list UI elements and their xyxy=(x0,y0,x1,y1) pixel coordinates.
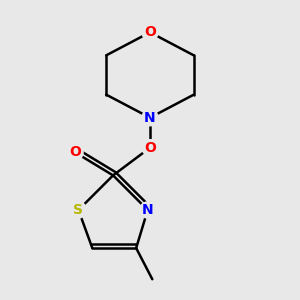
Circle shape xyxy=(142,24,158,40)
Circle shape xyxy=(142,140,158,156)
Circle shape xyxy=(140,202,156,218)
Text: O: O xyxy=(69,145,81,159)
Circle shape xyxy=(70,202,86,218)
Circle shape xyxy=(67,144,83,160)
Text: S: S xyxy=(74,203,83,217)
Text: O: O xyxy=(144,25,156,39)
Text: N: N xyxy=(144,111,156,125)
Text: N: N xyxy=(142,203,154,217)
Text: O: O xyxy=(144,141,156,155)
Circle shape xyxy=(142,110,158,126)
